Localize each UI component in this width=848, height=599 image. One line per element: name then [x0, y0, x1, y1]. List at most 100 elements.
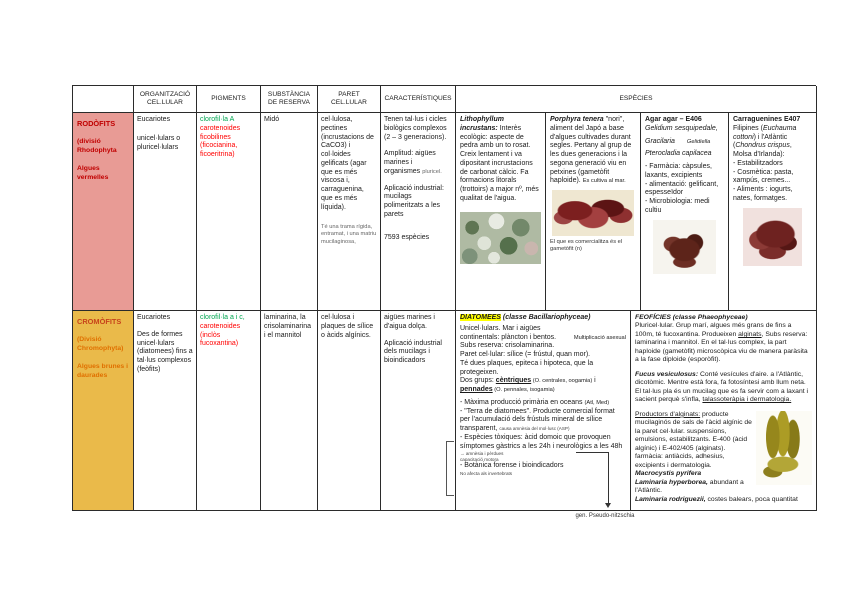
- agar-species-2: Gracilaria Gelidiella: [645, 138, 724, 147]
- carraguenines-origin-b: ) i l'Atlàntic (: [733, 133, 788, 150]
- agar-gelidiella: Gelidiella: [686, 138, 711, 145]
- rodofits-organitzacio-line1: Eucariotes: [137, 116, 171, 123]
- porphyra-caption: El que es comercialitza és el gametòfit …: [550, 239, 623, 253]
- diatomees-toxiques-text: - Espècies tòxiques: àcid domoic que pro…: [460, 433, 623, 450]
- diatomees-terra-text: - "Terra de diatomees". Producte comerci…: [460, 407, 615, 433]
- rodofits-division: (divisió Rhodophyta: [77, 138, 117, 154]
- diatomees-terra-tiny: causa amnèsia del mol·lusc (ASP): [499, 426, 570, 431]
- rodofits-title: RODÒFITS: [77, 119, 116, 128]
- porphyra-name: Porphyra tenera: [550, 116, 604, 123]
- lithophyllum-name: Lithophyllum incrustans:: [460, 116, 504, 132]
- laminaria-hyperborea-name: Laminaria hyperborea,: [635, 478, 708, 486]
- diatomees-heading: DIATOMEES (classe Bacillariophyceae): [460, 314, 626, 323]
- rodofits-paret-nota: Té una trama rígida, entramat, i una mat…: [321, 224, 377, 245]
- feoficies-fucus: Fucus vesiculosus: Conté vesícules d'air…: [635, 371, 812, 405]
- down-arrow-icon: [605, 503, 611, 508]
- cell-cromofits-especies: DIATOMEES (classe Bacillariophyceae) Uni…: [456, 311, 817, 511]
- diatomees-plaques: Té dues plaques, epiteca i hipoteca, que…: [460, 359, 594, 376]
- diatomees-bullet-terra: - "Terra de diatomees". Producte comerci…: [460, 408, 626, 434]
- agar-use-microbiologia: - Microbiologia: medi cultiu: [645, 198, 710, 214]
- rodofits-paret-main: cel·lulosa, pectines (incrustacions de C…: [321, 116, 374, 211]
- toxic-species-bracket: [446, 441, 454, 496]
- connector-line-horizontal: [576, 452, 608, 453]
- cell-rodofits-organitzacio: Eucariotes unicel·lulars o pluricel·lula…: [134, 113, 197, 311]
- cell-rodofits-pigments: clorofil·la A carotenoides ficobilines (…: [197, 113, 261, 311]
- especies-feoficies: FEOFÍCIES (classe Phaeophyceae) Pluricel…: [631, 311, 817, 511]
- rodofits-organitzacio-line2: unicel·lulars o pluricel·lulars: [137, 134, 181, 151]
- cromofits-organitzacio-line1: Eucariotes: [137, 314, 171, 321]
- diatomees-toxiques-tiny: → amnèsia i pèrdues capacitació motora: [460, 451, 504, 462]
- feoficies-laminaria-rodriguezii: Laminaria rodriguezii, costes balears, p…: [635, 496, 812, 504]
- fucus-name: Fucus vesiculosus:: [635, 370, 699, 378]
- chondrus-name: Chondrus crispus: [735, 142, 790, 150]
- cell-cromofits-pigments: clorofil·la a i c, carotenoides (inclòs …: [197, 311, 261, 511]
- carraguenines-use-3: - Aliments : iogurts, nates, formatges.: [733, 186, 793, 202]
- header-cell-organitzacio: ORGANITZACIÓ CEL.LULAR: [134, 86, 197, 113]
- fucus-text: Conté vesícules d'aire. a l'Atlàntic, di…: [635, 370, 809, 404]
- feoficies-alginats-word: alginats: [738, 330, 762, 338]
- rodofits-caract-industrial: Aplicació industrial: mucilags polimerit…: [384, 184, 444, 218]
- agar-title: Agar agar – E406: [645, 116, 702, 123]
- euchauma-name: Euchauma cottoni: [733, 124, 797, 141]
- lithophyllum-photo: [460, 211, 541, 264]
- cell-rodofits-reserva: Midó: [261, 113, 318, 311]
- algae-comparison-table: ORGANITZACIÓ CEL.LULAR PIGMENTS SUBSTÀNC…: [72, 85, 817, 511]
- cell-rodofits-especies: Lithophyllum incrustans: Interès ecològic…: [456, 113, 817, 311]
- agar-use-farmacia: - Farmàcia: càpsules, laxants, excipient…: [645, 163, 712, 179]
- diatomees-bullet-toxiques: - Espècies tòxiques: àcid domoic que pro…: [460, 434, 626, 462]
- row-label-cromofits: CROMÒFITS (Divisió Chromophyta) Algues b…: [73, 311, 134, 511]
- cromofits-caract-industrial: Aplicació industrial dels mucilags i bio…: [384, 339, 442, 365]
- feoficies-desc-a: Pluricel·lular. Grup marí, algues més gr…: [635, 322, 792, 338]
- diatomees-pennades-detail: (O. pennales, isogamia): [492, 387, 555, 393]
- productors-lead: Productors d'alginats:: [635, 410, 701, 418]
- header-cell-substancia: SUBSTÀNCIA DE RESERVA: [261, 86, 318, 113]
- diatomees-title: DIATOMEES: [460, 314, 501, 321]
- laminaria-rodriguezii-name: Laminaria rodriguezii,: [635, 495, 706, 503]
- especies-agar: Agar agar – E406 Gelidium sesquipedale, …: [641, 113, 729, 311]
- agar-use-alimentacio: - alimentació: gelificant, espesseïdor: [645, 180, 719, 197]
- porphyra-photo: [552, 190, 634, 236]
- especies-diatomees: DIATOMEES (classe Bacillariophyceae) Uni…: [456, 311, 631, 511]
- row-label-rodofits: RODÒFITS (divisió Rhodophyta Algues verm…: [73, 113, 134, 311]
- feoficies-title: FEOFÍCIES: [635, 314, 671, 321]
- carraguenines-use-2: - Cosmètica: pasta, xampús, cremes...: [733, 168, 794, 185]
- cromofits-pigment-others: carotenoides (inclòs fucoxantina): [200, 322, 241, 348]
- macrocystis-name: Macrocystis pyrifera: [635, 470, 702, 478]
- header-cell-pigments: PIGMENTS: [197, 86, 261, 113]
- rodofits-caract-amplitud-small: pluricel.: [422, 168, 442, 175]
- diatomees-reserva: Subs reserva: crisolaminarina.: [460, 342, 555, 350]
- header-cell-empty: [73, 86, 134, 113]
- cell-cromofits-organitzacio: Eucariotes Des de formes unicel·lulars (…: [134, 311, 197, 511]
- porphyra-small-note: Es cultiva al mar.: [582, 178, 626, 185]
- chondrus-photo: [743, 207, 802, 266]
- feoficies-productors: Productors d'alginats: producte mucilagi…: [635, 410, 812, 485]
- diatomees-line1: Unicel·lulars. Mar i aigües continentals…: [460, 325, 626, 343]
- header-cell-especies: ESPÈCIES: [456, 86, 817, 113]
- rodofits-pigment-chlorophyll: clorofil·la A: [200, 116, 235, 123]
- diatomees-classe: (classe Bacillariophyceae): [500, 314, 591, 321]
- diatomees-produccio-small: (Atl, Med): [584, 399, 610, 406]
- cell-cromofits-reserva: laminarina, la crisolaminarina i el mann…: [261, 311, 318, 511]
- feoficies-heading: FEOFÍCIES (classe Phaeophyceae): [635, 314, 812, 322]
- rodofits-caract-amplitud-text: Amplitud: aigües marines i organismes: [384, 150, 436, 175]
- lithophyllum-text: Interès ecològic: aspecte de pedra amb u…: [460, 124, 539, 202]
- diatomees-grups-mid: i: [592, 377, 596, 385]
- carraguenines-origin-a: Filipines (: [733, 124, 763, 132]
- diatomees-centriques-detail: (O. centrales, oogamia): [531, 378, 593, 385]
- laminaria-photo: [756, 410, 812, 485]
- especies-lithophyllum: Lithophyllum incrustans: Interès ecològic…: [456, 113, 546, 311]
- cell-rodofits-caracteristiques: Tenen tal·lus i cicles biològics complex…: [381, 113, 456, 311]
- cromofits-common-name: Algues brunes i daurades: [77, 363, 128, 379]
- cell-rodofits-paret: cel·lulosa, pectines (incrustacions de C…: [318, 113, 381, 311]
- feoficies-desc-c: , Subs reserva: laminarina i mannitol. E…: [635, 330, 808, 364]
- diatomees-nota-invertebrats: No afecta als invertebrats: [460, 470, 513, 476]
- diatomees-centriques: cèntriques: [495, 377, 532, 385]
- cromofits-caract-habitat: aigües marines i d'aigua dolça.: [384, 314, 435, 330]
- especies-porphyra: Porphyra tenera "nori", aliment del Japó …: [546, 113, 641, 311]
- diatomees-bullet-forense: - Botànica forense i bioindicadors: [460, 461, 564, 469]
- rodofits-pigment-others: carotenoides ficobilines (ficocianina, f…: [200, 124, 241, 158]
- header-cell-paret: PARET CEL.LULAR: [318, 86, 381, 113]
- agar-species-3: Pterocladia capilacea: [645, 150, 712, 158]
- cell-cromofits-paret: cel·lulosa i plaques de sílice o àcids a…: [318, 311, 381, 511]
